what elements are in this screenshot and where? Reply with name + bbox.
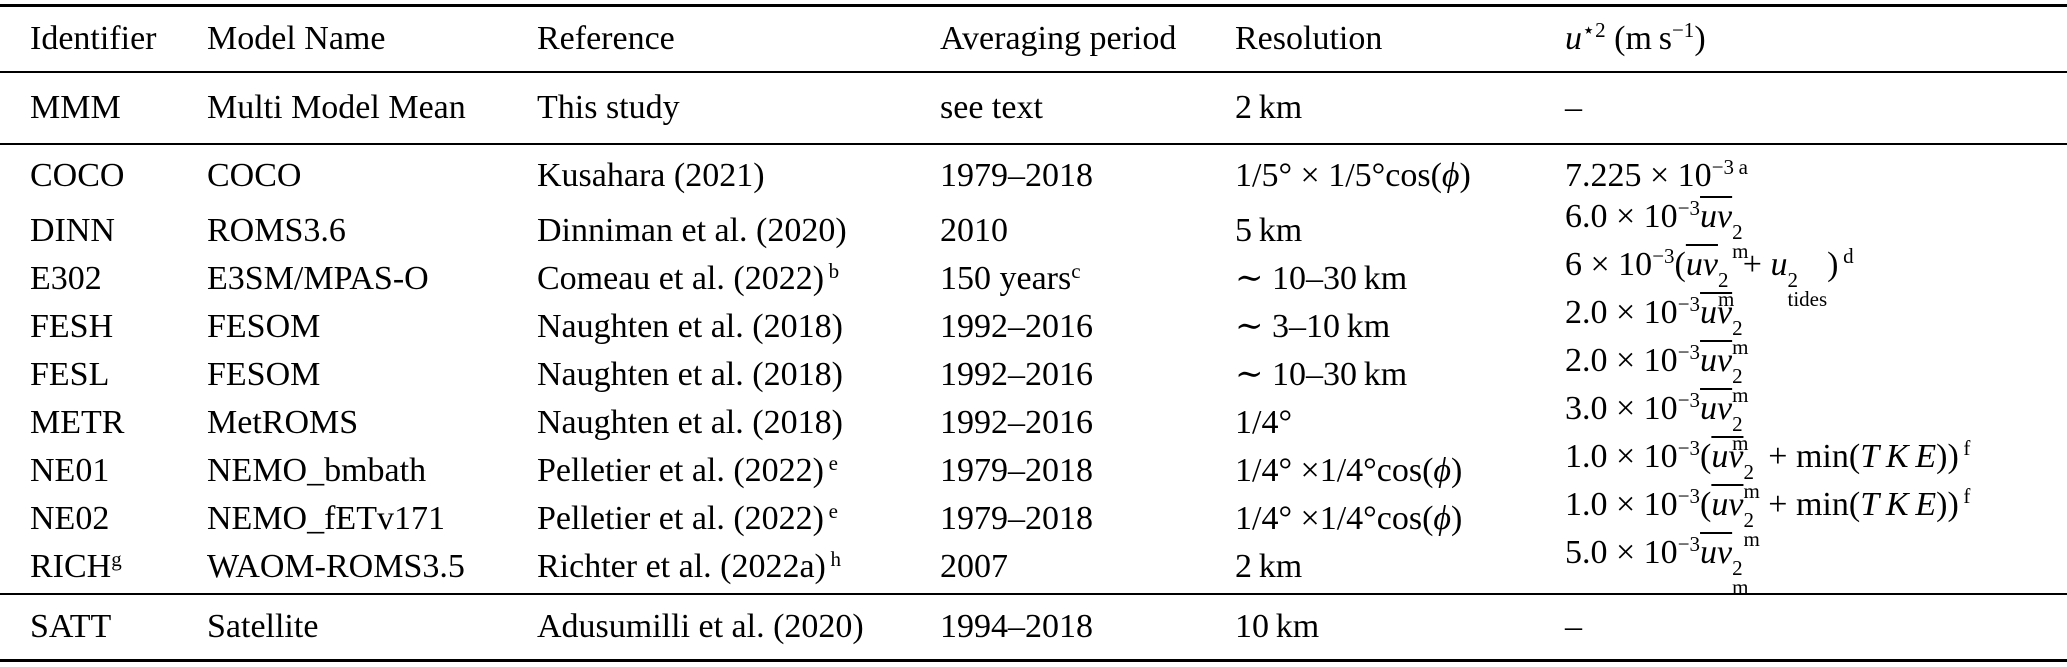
cell-model-name: NEMO_fETv171 (207, 500, 445, 538)
cell-identifier: E302 (30, 260, 102, 298)
table-row: MMM Multi Model Mean This study see text 2 k… (0, 73, 2067, 143)
cell-identifier: SATT (30, 608, 112, 645)
cell-model-name: Satellite (207, 608, 319, 645)
table-row: NE01 NEMO_bmbath Pelletier et al. (2022) e 1… (0, 438, 2067, 502)
cell-resolution: 1/5° × 1/5°cos(ϕ) (1235, 157, 1471, 194)
cell-model-name: FESOM (207, 308, 321, 346)
table-rule-after-header (0, 71, 2067, 73)
column-header-averaging-period: Averaging period (940, 20, 1177, 57)
cell-averaging-period: 150 yearsc (940, 258, 1081, 298)
table-row: RICHg WAOM-ROMS3.5 Richter et al. (2022a) h… (0, 534, 2067, 598)
table-group-mean: MMM Multi Model Mean This study see text 2 k… (0, 73, 2067, 143)
cell-resolution: 1/4° (1235, 404, 1293, 442)
cell-friction-velocity: – (1565, 89, 1582, 126)
table-row: COCO COCO Kusahara (2021) 1979–2018 1/5° × 1… (0, 152, 2067, 200)
table-row: NE02 NEMO_fETv171 Pelletier et al. (2022) e… (0, 486, 2067, 550)
cell-reference: Pelletier et al. (2022) e (537, 498, 838, 538)
cell-friction-velocity: 1.0 × 10−3(uv 2 m + min(T K E)) f (1565, 436, 1971, 504)
cell-averaging-period: 1979–2018 (940, 157, 1093, 194)
column-header-resolution: Resolution (1235, 20, 1383, 57)
cell-reference: Naughten et al. (2018) (537, 356, 843, 394)
column-header-identifier: Identifier (30, 20, 157, 57)
cell-friction-velocity: 5.0 × 10−3uv 2 m (1565, 532, 1749, 600)
cell-friction-velocity: 6 × 10−3(uv 2 m + u 2 tides) d (1565, 244, 1854, 312)
cell-reference: This study (537, 89, 680, 126)
table-row: FESL FESOM Naughten et al. (2018) 1992–2016… (0, 342, 2067, 406)
cell-resolution: 5 km (1235, 212, 1303, 250)
cell-identifier: METR (30, 404, 125, 442)
table-rule-after-mean (0, 143, 2067, 145)
cell-averaging-period: 1992–2016 (940, 404, 1093, 442)
cell-reference: Comeau et al. (2022) b (537, 258, 840, 298)
cell-resolution: 2 km (1235, 548, 1303, 586)
cell-resolution: ∼ 10–30 km (1235, 260, 1408, 298)
table-rule-top (0, 4, 2067, 7)
cell-identifier: COCO (30, 157, 125, 194)
cell-reference: Naughten et al. (2018) (537, 308, 843, 346)
cell-identifier: NE02 (30, 500, 110, 538)
cell-reference: Adusumilli et al. (2020) (537, 608, 864, 645)
cell-identifier: DINN (30, 212, 115, 250)
cell-model-name: MetROMS (207, 404, 359, 442)
table-rule-before-satellite (0, 593, 2067, 595)
column-header-reference: Reference (537, 20, 675, 57)
cell-averaging-period: see text (940, 89, 1043, 126)
cell-averaging-period: 1979–2018 (940, 452, 1093, 490)
cell-averaging-period: 1994–2018 (940, 608, 1093, 645)
cell-resolution: 10 km (1235, 608, 1320, 645)
table-row: E302 E3SM/MPAS-O Comeau et al. (2022) b 150 … (0, 246, 2067, 310)
cell-resolution: 1/4° ×1/4°cos(ϕ) (1235, 500, 1463, 538)
cell-reference: Richter et al. (2022a) h (537, 546, 841, 586)
cell-resolution: ∼ 10–30 km (1235, 356, 1408, 394)
cell-model-name: Multi Model Mean (207, 89, 466, 126)
cell-averaging-period: 2010 (940, 212, 1008, 250)
cell-identifier: MMM (30, 89, 121, 126)
cell-resolution: ∼ 3–10 km (1235, 308, 1391, 346)
cell-reference: Kusahara (2021) (537, 157, 765, 194)
cell-averaging-period: 1979–2018 (940, 500, 1093, 538)
cell-reference: Pelletier et al. (2022) e (537, 450, 838, 490)
cell-model-name: ROMS3.6 (207, 212, 346, 250)
cell-reference: Dinniman et al. (2020) (537, 212, 847, 250)
cell-model-name: WAOM-ROMS3.5 (207, 548, 465, 586)
cell-model-name: E3SM/MPAS-O (207, 260, 429, 298)
cell-friction-velocity: – (1565, 608, 1582, 645)
cell-friction-velocity: 2.0 × 10−3uv 2 m (1565, 292, 1749, 360)
cell-reference: Naughten et al. (2018) (537, 404, 843, 442)
cell-model-name: COCO (207, 157, 302, 194)
cell-resolution: 1/4° ×1/4°cos(ϕ) (1235, 452, 1463, 490)
cell-friction-velocity: 7.225 × 10−3 a (1565, 155, 1748, 194)
table-row: FESH FESOM Naughten et al. (2018) 1992–2016… (0, 294, 2067, 358)
column-header-model-name: Model Name (207, 20, 386, 57)
cell-identifier: FESH (30, 308, 114, 346)
cell-identifier: NE01 (30, 452, 110, 490)
cell-friction-velocity: 6.0 × 10−3uv 2 m (1565, 196, 1749, 264)
cell-averaging-period: 1992–2016 (940, 356, 1093, 394)
cell-model-name: FESOM (207, 356, 321, 394)
cell-identifier: RICHg (30, 546, 122, 586)
cell-model-name: NEMO_bmbath (207, 452, 427, 490)
cell-friction-velocity: 3.0 × 10−3uv 2 m (1565, 388, 1749, 456)
cell-resolution: 2 km (1235, 89, 1303, 126)
cell-averaging-period: 1992–2016 (940, 308, 1093, 346)
table-row: METR MetROMS Naughten et al. (2018) 1992–20… (0, 390, 2067, 454)
column-header-friction-velocity: u⋆2 (m s−1) (1565, 18, 1706, 57)
cell-friction-velocity: 2.0 × 10−3uv 2 m (1565, 340, 1749, 408)
cell-friction-velocity: 1.0 × 10−3(uv 2 m + min(T K E)) f (1565, 484, 1971, 552)
table-rule-bottom (0, 659, 2067, 662)
cell-identifier: FESL (30, 356, 110, 394)
table-row: SATT Satellite Adusumilli et al. (2020) 199… (0, 595, 2067, 659)
cell-averaging-period: 2007 (940, 548, 1008, 586)
table-group-satellite: SATT Satellite Adusumilli et al. (2020) 199… (0, 595, 2067, 659)
table-group-models: COCO COCO Kusahara (2021) 1979–2018 1/5° × 1… (0, 145, 2067, 598)
table-row: DINN ROMS3.6 Dinniman et al. (2020) 2010 5 k… (0, 198, 2067, 262)
table-header-row: Identifier Model Name Reference Averagin… (0, 7, 2067, 71)
